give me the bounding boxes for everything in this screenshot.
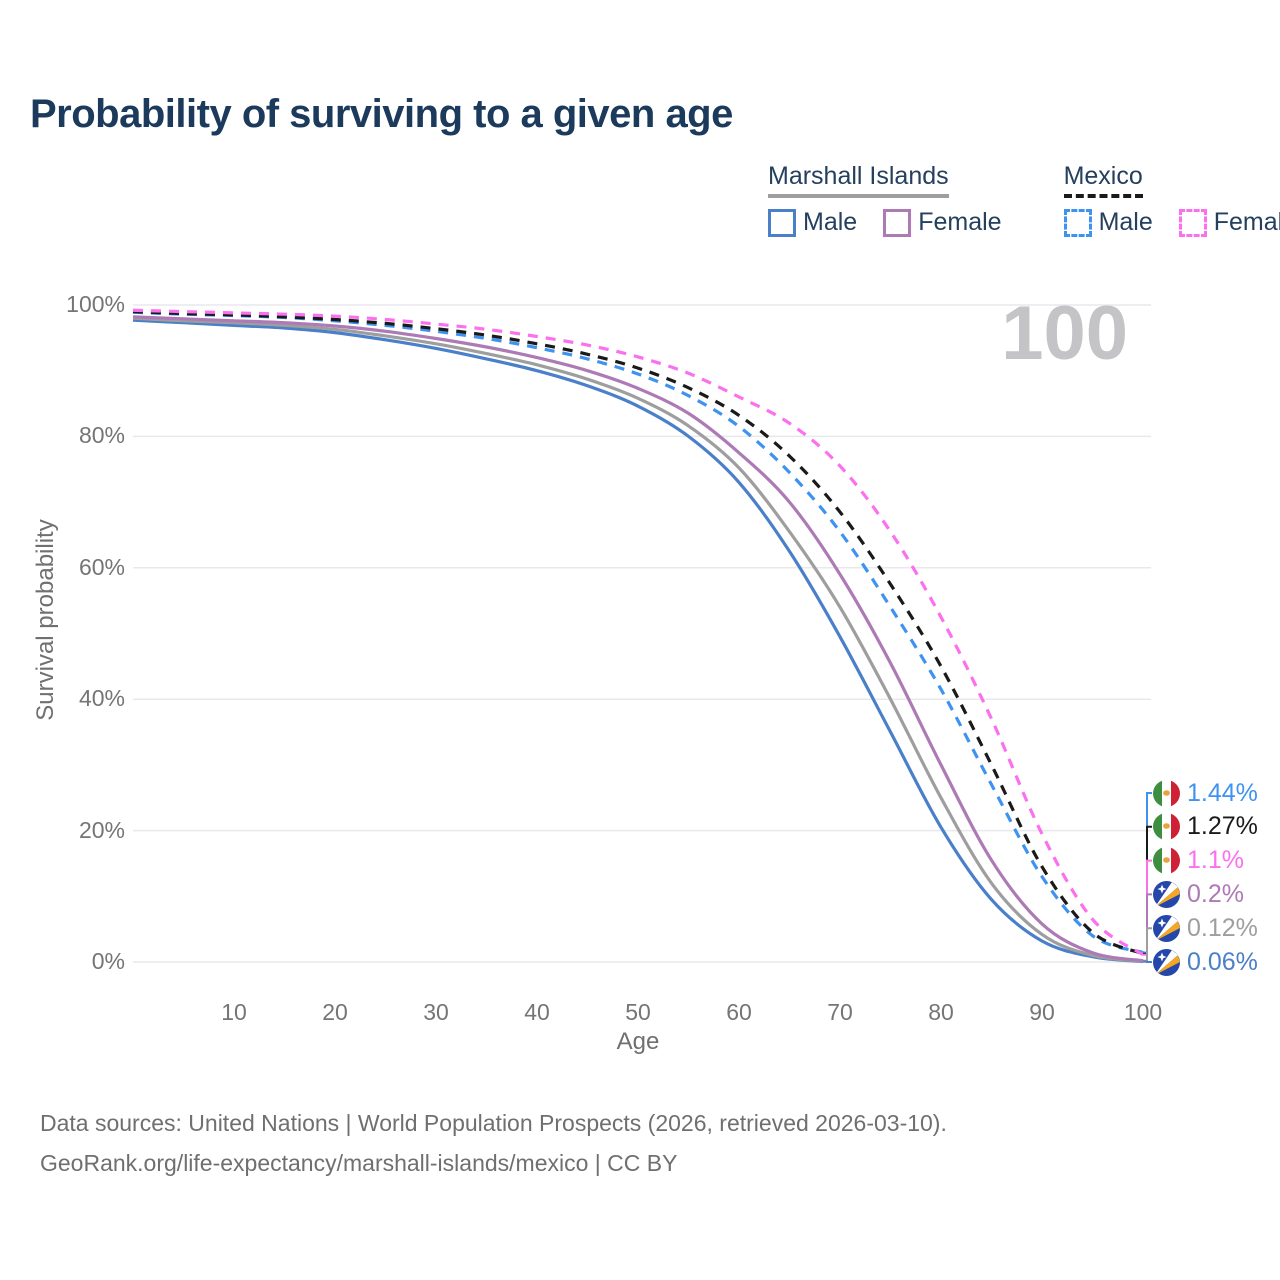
legend-item-label: Female bbox=[918, 208, 1002, 236]
y-axis-title: Survival probability bbox=[32, 519, 59, 721]
marshall-islands-flag-icon bbox=[1153, 948, 1180, 976]
y-tick-label: 20% bbox=[78, 816, 125, 843]
end-label-value: 0.06% bbox=[1187, 947, 1258, 976]
end-label-mexico-male: 1.44% bbox=[1153, 777, 1258, 809]
mexico-flag-icon bbox=[1153, 779, 1180, 807]
x-tick-label: 40 bbox=[524, 999, 550, 1025]
y-tick-label: 100% bbox=[66, 291, 125, 317]
end-label-marshall-islands: 0.12% bbox=[1153, 912, 1258, 944]
x-tick-label: 100 bbox=[1123, 999, 1163, 1025]
x-tick-label: 80 bbox=[928, 999, 954, 1025]
legend-item-mexico-female[interactable]: Female bbox=[1178, 208, 1280, 237]
legend-item-label: Male bbox=[803, 208, 858, 236]
y-tick-label: 60% bbox=[78, 553, 125, 580]
x-tick-label: 20 bbox=[322, 999, 348, 1025]
end-label-value: 1.44% bbox=[1187, 778, 1258, 807]
end-label-marshall-islands-male: 0.06% bbox=[1153, 946, 1258, 978]
end-label-value: 0.2% bbox=[1187, 879, 1244, 908]
end-label-value: 1.27% bbox=[1187, 812, 1258, 841]
y-tick-label: 80% bbox=[78, 422, 125, 449]
legend-group-mexico: Mexico Male Female bbox=[1063, 162, 1280, 237]
curve-mexico[interactable] bbox=[132, 309, 1144, 956]
end-label-marshall-islands-female: 0.2% bbox=[1153, 878, 1244, 910]
x-axis-title: Age bbox=[616, 1028, 660, 1055]
x-tick-label: 10 bbox=[221, 999, 247, 1025]
curve-marshall-islands[interactable] bbox=[132, 316, 1144, 963]
legend: Marshall Islands Male Female Mexico Male bbox=[768, 162, 1280, 237]
legend-item-label: Female bbox=[1213, 208, 1280, 236]
legend-header-mexico[interactable]: Mexico bbox=[1063, 162, 1143, 198]
leader-line bbox=[1143, 927, 1152, 963]
x-tick-label: 50 bbox=[625, 999, 651, 1025]
age-marker-value: 100 bbox=[1001, 291, 1128, 376]
curve-marshall-islands-female[interactable] bbox=[132, 315, 1144, 963]
page-title: Probability of surviving to a given age bbox=[30, 92, 733, 136]
end-label-value: 0.12% bbox=[1187, 913, 1258, 942]
x-tick-label: 90 bbox=[1029, 999, 1055, 1025]
x-tick-label: 60 bbox=[726, 999, 752, 1025]
end-label-value: 1.1% bbox=[1187, 846, 1244, 875]
legend-item-mexico-male[interactable]: Male bbox=[1063, 208, 1153, 237]
footer-data-sources: Data sources: United Nations | World Pop… bbox=[40, 1110, 947, 1136]
end-label-mexico-female: 1.1% bbox=[1153, 845, 1244, 877]
legend-items-mexico: Male Female bbox=[1063, 208, 1280, 237]
legend-header-marshall-islands[interactable]: Marshall Islands bbox=[768, 162, 949, 198]
curve-mexico-male[interactable] bbox=[132, 310, 1144, 955]
curve-mexico-female[interactable] bbox=[132, 308, 1144, 957]
legend-item-marshall-islands-female[interactable]: Female bbox=[883, 208, 1002, 237]
y-tick-label: 40% bbox=[78, 685, 125, 712]
marshall-islands-flag-icon bbox=[1153, 880, 1180, 908]
end-label-mexico: 1.27% bbox=[1153, 811, 1258, 843]
mexico-male-swatch-icon bbox=[1063, 208, 1092, 237]
marshall-islands-male-swatch-icon bbox=[768, 208, 796, 237]
mexico-flag-icon bbox=[1153, 813, 1180, 841]
x-tick-label: 30 bbox=[423, 999, 449, 1025]
curve-marshall-islands-male[interactable] bbox=[132, 318, 1144, 964]
legend-item-marshall-islands-male[interactable]: Male bbox=[768, 208, 857, 237]
y-tick-label: 0% bbox=[91, 948, 125, 974]
marshall-islands-female-swatch-icon bbox=[883, 208, 912, 237]
legend-group-marshall-islands: Marshall Islands Male Female bbox=[768, 162, 1002, 237]
legend-item-label: Male bbox=[1098, 208, 1153, 236]
footer-url-license: GeoRank.org/life-expectancy/marshall-isl… bbox=[40, 1150, 678, 1176]
mexico-female-swatch-icon bbox=[1178, 208, 1207, 237]
legend-items-marshall-islands: Male Female bbox=[768, 208, 1002, 237]
marshall-islands-flag-icon bbox=[1153, 914, 1180, 942]
x-tick-label: 70 bbox=[827, 999, 853, 1025]
mexico-flag-icon bbox=[1153, 847, 1180, 875]
